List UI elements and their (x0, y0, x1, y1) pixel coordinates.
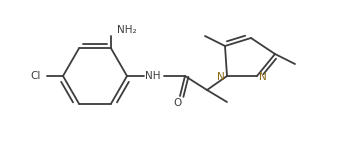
Text: N: N (259, 72, 267, 82)
Text: Cl: Cl (31, 71, 41, 81)
Text: NH₂: NH₂ (117, 25, 136, 35)
Text: O: O (173, 98, 181, 108)
Text: N: N (217, 72, 225, 82)
Text: NH: NH (145, 71, 161, 81)
